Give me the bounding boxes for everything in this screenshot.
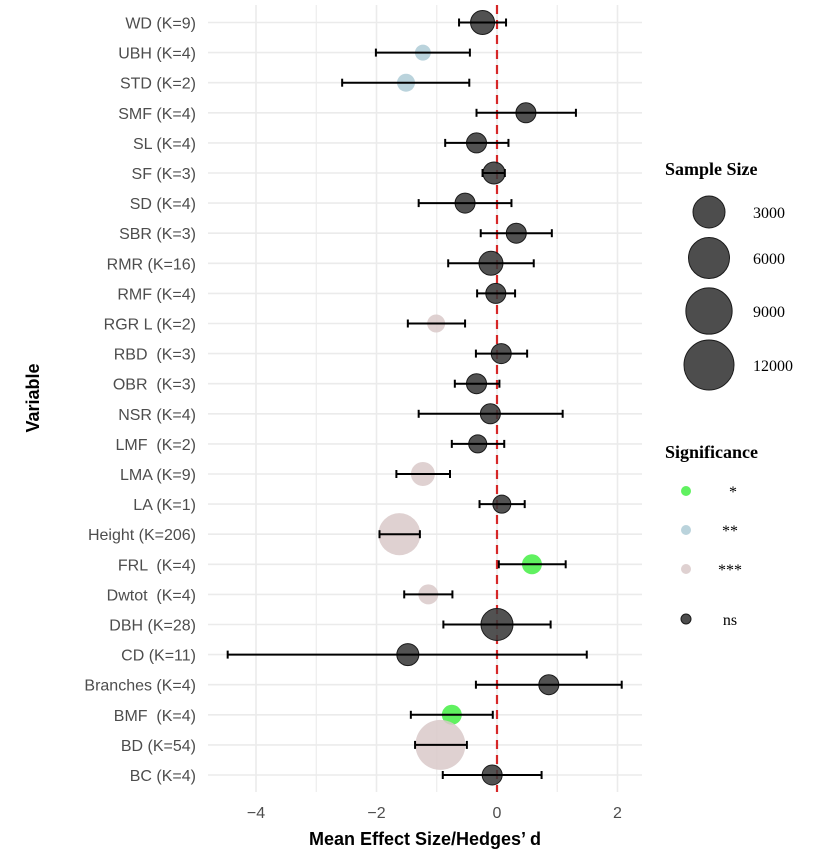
error-bar: [442, 620, 552, 629]
error-bar: [414, 740, 468, 749]
error-bars: [226, 18, 623, 779]
x-tick-label: 0: [493, 805, 502, 822]
y-tick-label: SL (K=4): [133, 136, 196, 153]
legend-size-label: 12000: [753, 358, 793, 375]
legend-size-label: 6000: [753, 251, 785, 268]
legend-significance-label: ***: [718, 562, 742, 579]
legend-significance-key: [680, 613, 692, 625]
y-tick-label: LA (K=1): [133, 497, 196, 514]
error-bar: [458, 18, 508, 27]
legend-significance: Significance ******ns: [665, 442, 758, 629]
error-bar: [417, 199, 513, 208]
error-bar: [481, 169, 506, 177]
legend-significance-label: *: [729, 484, 737, 501]
legend-significance-key: [681, 564, 691, 574]
x-axis-tick-labels: −4 −2 0 2: [247, 805, 622, 822]
error-bar: [453, 379, 501, 388]
error-bar: [378, 530, 421, 539]
y-tick-label: UBH (K=4): [118, 46, 196, 63]
y-tick-label: STD (K=2): [120, 76, 196, 93]
y-axis-tick-labels: WD (K=9) UBH (K=4) STD (K=2) SMF (K=4) SL (K…: [84, 16, 196, 786]
legend-size-label: 9000: [753, 304, 785, 321]
y-tick-label: RGR L (K=2): [104, 317, 196, 334]
y-tick-label: CD (K=11): [121, 648, 196, 665]
y-tick-label: RBD (K=3): [114, 347, 196, 364]
legend-sample-size: Sample Size 3000 6000 9000 12000: [665, 159, 793, 391]
y-tick-label: BD (K=54): [121, 738, 196, 755]
legend-significance-key: [681, 486, 691, 496]
y-tick-label: SBR (K=3): [119, 226, 196, 243]
y-tick-label: SMF (K=4): [118, 106, 196, 123]
legend-significance-title: Significance: [665, 442, 758, 462]
legend-size-key: [685, 287, 733, 335]
gridlines: [208, 5, 642, 792]
legend-significance-key: [681, 525, 691, 535]
y-tick-label: OBR (K=3): [113, 377, 196, 394]
y-tick-label: BC (K=4): [130, 768, 196, 785]
error-bar: [441, 771, 543, 779]
error-bar: [497, 560, 567, 569]
x-tick-label: −2: [367, 805, 385, 822]
legend-size-key: [683, 339, 735, 391]
y-tick-label: NSR (K=4): [118, 407, 196, 424]
error-bar: [417, 409, 564, 418]
error-bar: [406, 319, 467, 328]
y-tick-label: BMF (K=4): [114, 708, 196, 725]
error-bar: [475, 108, 577, 117]
error-bar: [374, 48, 471, 57]
error-bar: [450, 439, 506, 448]
y-tick-label: Branches (K=4): [84, 678, 196, 695]
legend-size-label: 3000: [753, 205, 785, 222]
error-bar: [444, 138, 510, 147]
error-bar: [409, 710, 494, 719]
error-bar: [447, 259, 535, 268]
legend-significance-label: ns: [723, 612, 737, 629]
error-bar: [403, 590, 454, 599]
y-tick-label: Height (K=206): [88, 527, 196, 544]
y-tick-label: FRL (K=4): [118, 557, 196, 574]
error-bar: [479, 229, 553, 238]
y-tick-label: LMA (K=9): [120, 467, 196, 484]
x-tick-label: −4: [247, 805, 265, 822]
error-bar: [395, 470, 452, 478]
y-tick-label: Dwtot (K=4): [107, 587, 196, 604]
y-tick-label: SD (K=4): [130, 196, 196, 213]
x-tick-label: 2: [613, 805, 622, 822]
error-bar: [478, 500, 526, 509]
data-points: [378, 9, 560, 786]
y-tick-label: DBH (K=28): [109, 618, 196, 635]
y-tick-label: RMR (K=16): [107, 256, 196, 273]
error-bar: [474, 349, 529, 358]
error-bar: [474, 680, 623, 689]
legend-size-title: Sample Size: [665, 159, 758, 179]
y-tick-label: WD (K=9): [125, 16, 196, 33]
error-bar: [226, 650, 588, 659]
y-tick-label: LMF (K=2): [116, 437, 196, 454]
x-axis-title: Mean Effect Size/Hedges’ d: [309, 829, 541, 849]
legend-significance-label: **: [722, 523, 738, 540]
y-tick-label: SF (K=3): [132, 166, 196, 183]
y-tick-label: RMF (K=4): [117, 286, 196, 303]
error-bar: [476, 289, 517, 298]
error-bar: [341, 78, 471, 87]
legend-size-key: [688, 237, 730, 279]
legend-size-key: [692, 195, 726, 229]
y-axis-title: Variable: [23, 363, 43, 432]
